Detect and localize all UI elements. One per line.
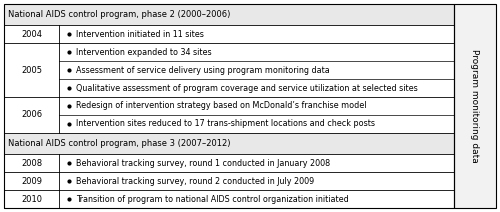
Text: Transition of program to national AIDS control organization initiated: Transition of program to national AIDS c… [76,195,349,204]
Text: Behavioral tracking survey, round 1 conducted in January 2008: Behavioral tracking survey, round 1 cond… [76,159,330,168]
Text: Behavioral tracking survey, round 2 conducted in July 2009: Behavioral tracking survey, round 2 cond… [76,177,314,186]
Text: 2009: 2009 [21,177,42,186]
Text: 2005: 2005 [21,66,42,75]
Text: 2010: 2010 [21,195,42,204]
Text: National AIDS control program, phase 2 (2000–2006): National AIDS control program, phase 2 (… [8,10,230,19]
Bar [4,4,454,25]
Text: 2006: 2006 [21,110,42,119]
Bar [454,4,496,208]
Text: Intervention expanded to 34 sites: Intervention expanded to 34 sites [76,48,212,57]
Text: Intervention sites reduced to 17 trans-shipment locations and check posts: Intervention sites reduced to 17 trans-s… [76,119,375,128]
Text: Intervention initiated in 11 sites: Intervention initiated in 11 sites [76,30,204,39]
Text: 2004: 2004 [21,30,42,39]
Text: Assessment of service delivery using program monitoring data: Assessment of service delivery using pro… [76,66,330,75]
Text: 2008: 2008 [21,159,42,168]
Text: Redesign of intervention strategy based on McDonald’s franchise model: Redesign of intervention strategy based … [76,102,366,110]
Bar [4,133,454,154]
Text: Qualitative assessment of program coverage and service utilization at selected s: Qualitative assessment of program covera… [76,84,418,93]
Text: Program monitoring data: Program monitoring data [470,49,480,163]
Text: National AIDS control program, phase 3 (2007–2012): National AIDS control program, phase 3 (… [8,139,230,148]
